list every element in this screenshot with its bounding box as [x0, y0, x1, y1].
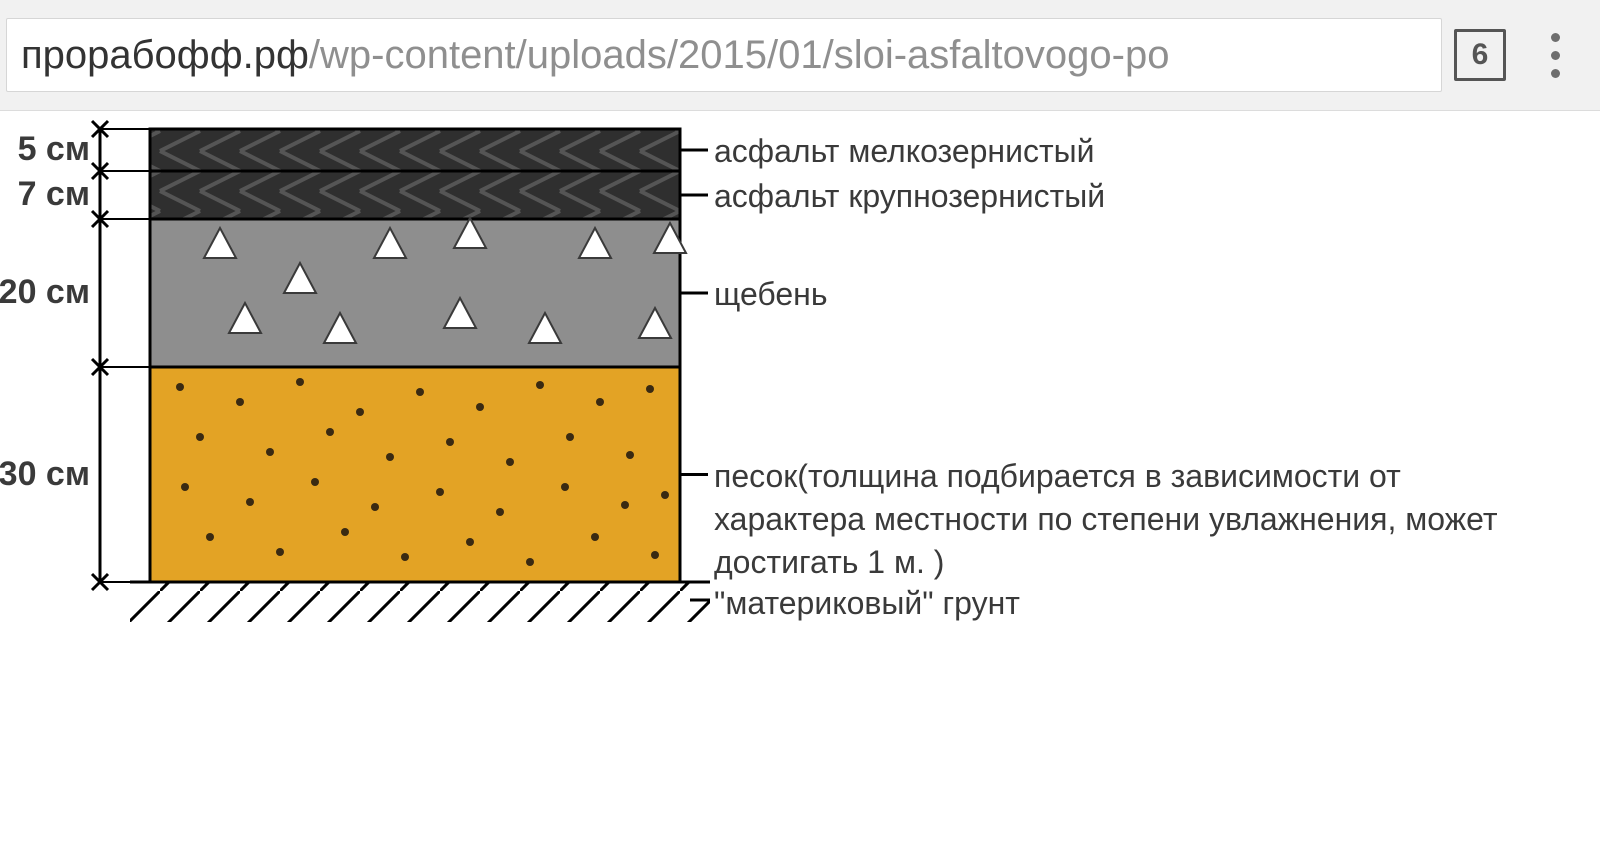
menu-icon[interactable] — [1530, 33, 1580, 78]
tab-count-badge[interactable]: 6 — [1454, 29, 1506, 81]
sand-dot-icon — [416, 388, 424, 396]
sand-dot-icon — [496, 508, 504, 516]
sand-dot-icon — [181, 483, 189, 491]
dim-label-asphalt-coarse: 7 см — [0, 175, 90, 214]
sand-dot-icon — [371, 503, 379, 511]
sand-dot-icon — [246, 498, 254, 506]
sand-dot-icon — [341, 528, 349, 536]
ground-hatch — [130, 582, 710, 622]
layer-label-sand: песок(толщина подбирается в зависимости … — [714, 455, 1534, 585]
address-bar[interactable]: прорабофф.рф/wp-content/uploads/2015/01/… — [6, 18, 1442, 92]
sand-dot-icon — [176, 383, 184, 391]
sand-dot-icon — [206, 533, 214, 541]
diagram-stage: 5 см асфальт мелкозернистый 7 см асфальт кр… — [0, 111, 1600, 831]
layer-asphalt-coarse — [150, 171, 680, 219]
dim-label-gravel: 20 см — [0, 273, 90, 312]
sand-dot-icon — [591, 533, 599, 541]
sand-dot-icon — [196, 433, 204, 441]
dim-label-asphalt-fine: 5 см — [0, 130, 90, 169]
sand-dot-icon — [446, 438, 454, 446]
url-path: /wp-content/uploads/2015/01/sloi-asfalto… — [309, 33, 1170, 78]
sand-dot-icon — [661, 491, 669, 499]
sand-dot-icon — [311, 478, 319, 486]
layer-asphalt-fine — [150, 129, 680, 171]
sand-dot-icon — [466, 538, 474, 546]
sand-dot-icon — [266, 448, 274, 456]
sand-dot-icon — [276, 548, 284, 556]
dim-label-sand: 30 см — [0, 455, 90, 494]
sand-dot-icon — [651, 551, 659, 559]
sand-dot-icon — [236, 398, 244, 406]
sand-dot-icon — [356, 408, 364, 416]
sand-dot-icon — [401, 553, 409, 561]
sand-dot-icon — [526, 558, 534, 566]
layer-label-asphalt-fine: асфальт мелкозернистый — [714, 130, 1095, 173]
sand-dot-icon — [646, 385, 654, 393]
layer-label-asphalt-coarse: асфальт крупнозернистый — [714, 175, 1105, 218]
sand-dot-icon — [296, 378, 304, 386]
sand-dot-icon — [561, 483, 569, 491]
sand-dot-icon — [621, 501, 629, 509]
sand-dot-icon — [436, 488, 444, 496]
sand-dot-icon — [536, 381, 544, 389]
sand-dot-icon — [626, 451, 634, 459]
sand-dot-icon — [326, 428, 334, 436]
sand-dot-icon — [566, 433, 574, 441]
ground-label: "материковый" грунт — [714, 582, 1020, 625]
url-domain: прорабофф.рф — [21, 33, 309, 78]
sand-dot-icon — [386, 453, 394, 461]
layer-label-gravel: щебень — [714, 273, 828, 316]
sand-dot-icon — [476, 403, 484, 411]
sand-dot-icon — [596, 398, 604, 406]
sand-dot-icon — [506, 458, 514, 466]
browser-chrome: прорабофф.рф/wp-content/uploads/2015/01/… — [0, 0, 1600, 111]
